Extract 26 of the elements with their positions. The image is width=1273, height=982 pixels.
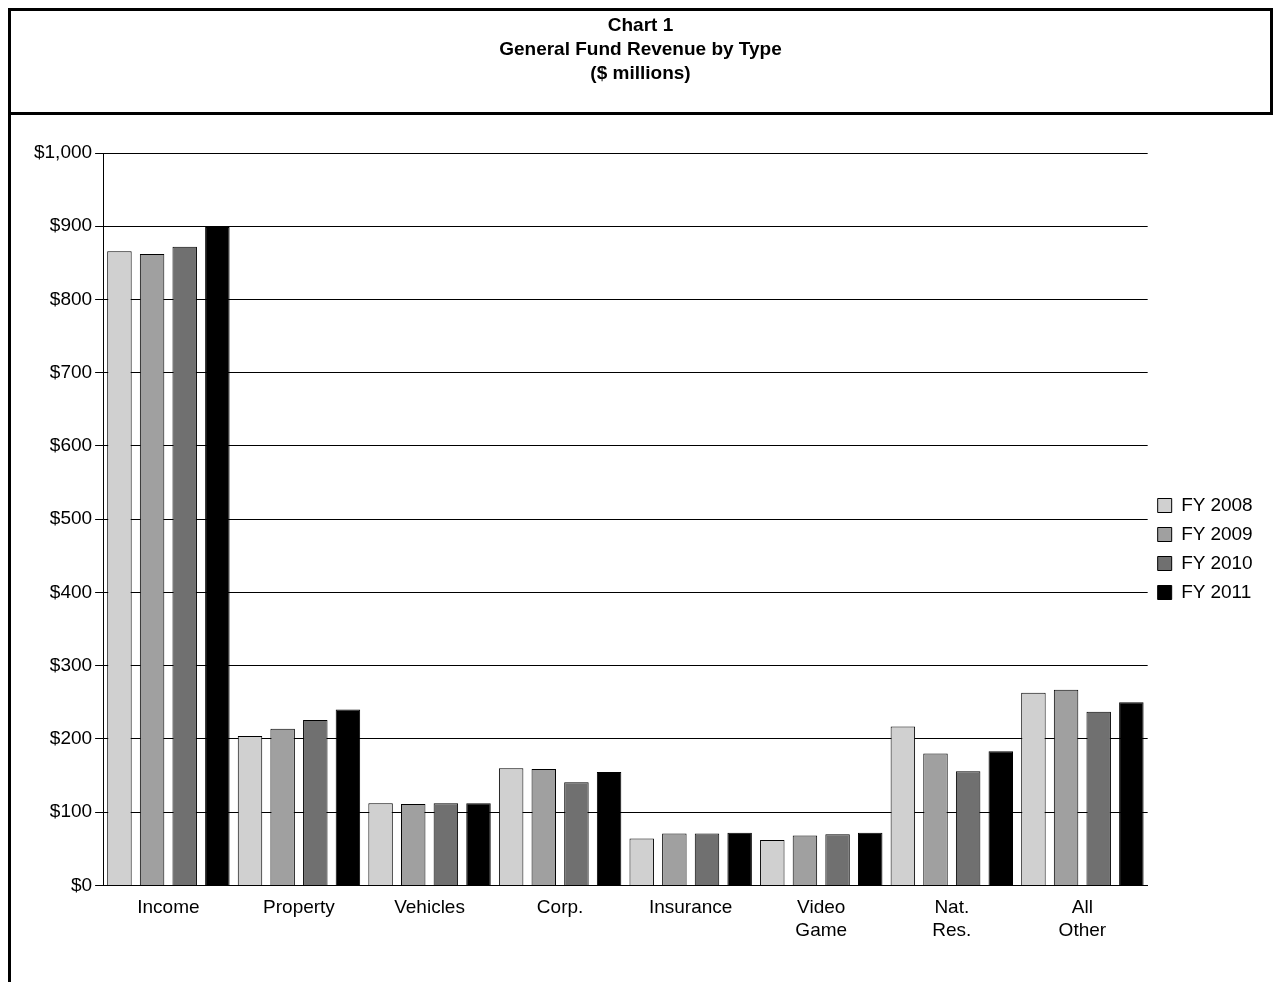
x-tick-label: Corp. <box>536 896 584 918</box>
y-tick-label: $500 <box>49 507 93 529</box>
x-tick-label: Income <box>137 896 200 918</box>
legend-label: FY 2011 <box>1181 580 1252 602</box>
y-tick-label: $1,000 <box>33 141 93 163</box>
chart-title: Chart 1 General Fund Revenue by Type ($ millions) <box>11 11 1273 115</box>
bar <box>857 832 883 885</box>
x-tick-label: Nat. Res. <box>932 896 972 940</box>
x-tick-label: Vehicles <box>394 896 465 918</box>
y-tick-label: $0 <box>70 873 93 895</box>
legend-label: FY 2009 <box>1181 522 1253 544</box>
y-tick-label: $200 <box>49 727 93 749</box>
y-tick-label: $100 <box>49 800 93 822</box>
x-tick-label: Insurance <box>648 896 733 918</box>
y-tick-label: $600 <box>49 434 93 456</box>
y-tick-label: $700 <box>49 360 93 382</box>
x-tick-label: Video Game <box>795 896 848 940</box>
legend-label: FY 2008 <box>1181 493 1253 515</box>
y-tick-label: $300 <box>49 653 93 675</box>
y-tick-label: $900 <box>49 214 93 236</box>
bar <box>727 832 752 885</box>
x-tick-label: Property <box>263 896 336 918</box>
x-tick-label: All Other <box>1058 896 1107 940</box>
legend-label: FY 2010 <box>1181 551 1253 573</box>
y-tick-label: $400 <box>49 580 93 602</box>
y-tick-label: $800 <box>49 287 93 309</box>
